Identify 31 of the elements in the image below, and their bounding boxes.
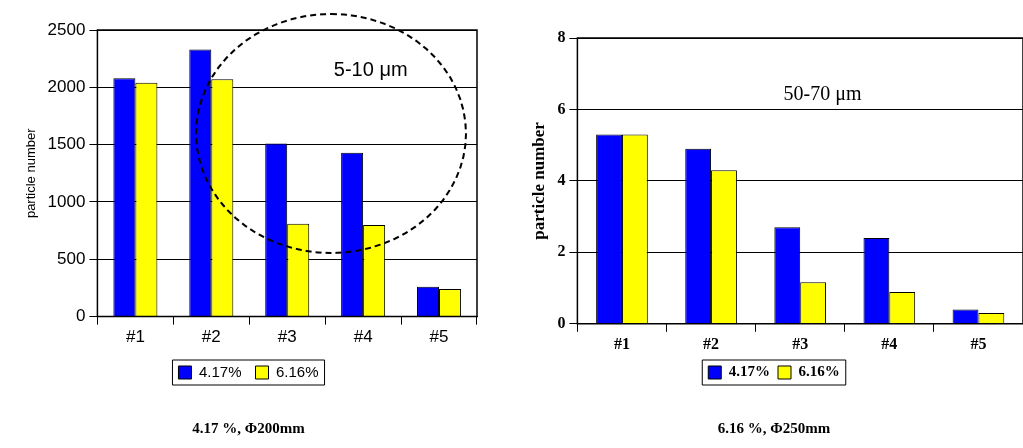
y-tick-label: 500	[57, 248, 86, 268]
y-tick-label: 6	[557, 99, 566, 117]
y-tick-label: 2	[557, 242, 566, 260]
x-tick-label: #1	[613, 334, 630, 352]
y-tick-label: 1000	[47, 191, 86, 211]
annotation: 50-70 μm	[783, 82, 862, 106]
legend-label: 6.16%	[798, 363, 840, 380]
y-axis-title: particle number	[528, 121, 548, 240]
x-tick-label: #1	[125, 327, 145, 347]
y-tick-label: 0	[557, 313, 566, 331]
x-tick-label: #5	[970, 334, 987, 352]
y-tick-label: 2500	[47, 19, 86, 39]
text: 6.16 %, Φ250mm	[717, 419, 831, 436]
y-tick-label: 4	[557, 171, 566, 189]
y-tick-label: 1500	[47, 134, 86, 154]
x-tick-label: #4	[353, 327, 373, 347]
x-tick-label: #3	[792, 334, 809, 352]
x-tick-label: #2	[201, 327, 221, 347]
y-tick-label: 0	[75, 306, 86, 326]
text: 4.17 %, Φ200mm	[192, 419, 306, 436]
legend-label: 6.16%	[276, 362, 319, 380]
legend-label: 4.17%	[728, 363, 770, 380]
y-tick-label: 8	[557, 28, 566, 46]
x-tick-label: #5	[429, 327, 449, 347]
x-tick-label: #4	[881, 334, 898, 352]
y-axis-title: particle number	[23, 127, 39, 219]
legend-label: 4.17%	[198, 362, 242, 380]
x-tick-label: #2	[703, 334, 720, 352]
annotation: 5-10 μm	[333, 57, 408, 80]
y-tick-label: 2000	[47, 77, 86, 97]
x-tick-label: #3	[277, 327, 297, 347]
